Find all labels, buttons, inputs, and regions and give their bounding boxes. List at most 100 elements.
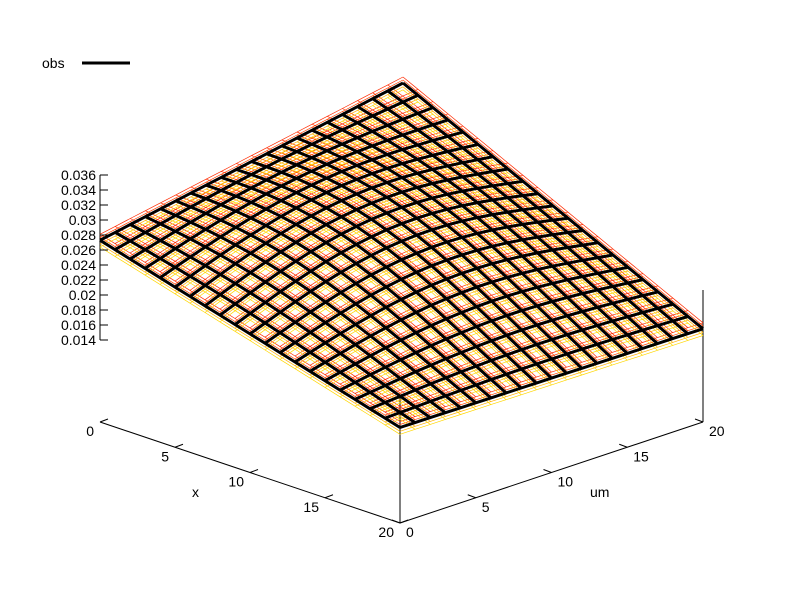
tick-labels: 0.0140.0160.0180.020.0220.0240.0260.0280… (61, 167, 725, 540)
um-axis-label: um (590, 484, 609, 500)
surface-series (99, 76, 704, 435)
x-tick-mark (324, 494, 334, 499)
mesh-line (130, 227, 431, 422)
mesh-line (372, 102, 673, 343)
mesh-line (175, 204, 477, 407)
mesh-line (387, 94, 689, 338)
z-tick-label: 0.03 (69, 212, 96, 228)
surface-series-#ffb000 (99, 86, 704, 432)
x-tick-label: 15 (303, 499, 319, 515)
mesh-line (160, 205, 461, 406)
mesh-line (190, 196, 492, 402)
mesh-line (327, 118, 628, 351)
mesh-line (311, 126, 613, 356)
mesh-line (251, 165, 552, 383)
mesh-line (266, 157, 567, 378)
mesh-line (357, 103, 658, 341)
z-tick-label: 0.036 (61, 167, 96, 183)
mesh-line (327, 125, 628, 358)
z-tick-label: 0.028 (61, 227, 96, 243)
x-tick-mark (99, 418, 109, 423)
legend: obs (42, 55, 130, 71)
mesh-line (281, 149, 583, 373)
surface-series-#ff2a00 (99, 76, 704, 422)
mesh-line (402, 79, 704, 327)
mesh-line (190, 191, 492, 400)
z-tick-label: 0.022 (61, 272, 96, 288)
mesh-line (236, 166, 537, 381)
mesh-line (115, 235, 416, 427)
mesh-line (371, 97, 674, 340)
z-tick-label: 0.034 (61, 182, 96, 198)
mesh-line (160, 212, 461, 412)
mesh-line (357, 110, 658, 348)
z-tick-label: 0.02 (69, 287, 96, 303)
mesh-line (342, 117, 643, 353)
x-tick-mark (249, 469, 259, 473)
mesh-line (296, 136, 599, 365)
z-tick-label: 0.014 (61, 332, 96, 348)
mesh-line (236, 172, 537, 388)
mesh-line (175, 197, 477, 401)
mesh-line (387, 87, 689, 331)
mesh-line (221, 180, 522, 393)
mesh-line (205, 181, 507, 391)
mesh-line (99, 238, 401, 429)
mesh-line (386, 89, 689, 335)
um-tick-label: 0 (406, 524, 414, 540)
x-axis-label: x (192, 484, 199, 500)
mesh-line (372, 95, 673, 336)
mesh-line (235, 168, 538, 385)
mesh-line (99, 246, 401, 435)
x-tick-label: 10 (228, 474, 244, 490)
z-tick-label: 0.032 (61, 197, 96, 213)
legend-label-obs: obs (42, 55, 65, 71)
mesh-line (311, 128, 614, 360)
x-tick-label: 0 (86, 423, 94, 439)
mesh-line (296, 141, 598, 368)
mesh-line (114, 231, 416, 424)
mesh-line (281, 144, 583, 370)
mesh-line (175, 199, 477, 404)
mesh-line (221, 173, 522, 386)
um-tick-label: 10 (558, 474, 574, 490)
um-tick-mark (694, 418, 704, 423)
mesh-line (205, 183, 508, 395)
x-tick-label: 20 (378, 524, 394, 540)
surface-series-obs (99, 81, 704, 429)
mesh-line (145, 220, 446, 417)
surface-series-#ff4000 (99, 79, 704, 425)
mesh-line (130, 221, 431, 415)
mesh-line (190, 189, 492, 396)
mesh-line (311, 133, 613, 363)
mesh-line (115, 229, 416, 420)
mesh-line (342, 111, 643, 346)
mesh-line (402, 76, 704, 324)
z-tick-label: 0.016 (61, 317, 96, 333)
mesh-line (205, 188, 507, 397)
um-tick-mark (391, 519, 401, 524)
um-tick-mark (543, 469, 552, 473)
x-tick-mark (174, 443, 184, 448)
um-tick-label: 15 (633, 448, 649, 464)
mesh-line (145, 213, 446, 410)
mesh-line (266, 152, 568, 375)
surface-series-#ffd700 (99, 89, 704, 435)
mesh-line (99, 243, 401, 432)
mesh-line (144, 215, 447, 414)
z-tick-label: 0.026 (61, 242, 96, 258)
mesh-line (129, 223, 432, 419)
mesh-line (220, 175, 523, 390)
um-tick-mark (467, 494, 476, 499)
mesh-line (356, 105, 659, 345)
um-tick-label: 5 (482, 499, 490, 515)
mesh-line (402, 86, 704, 333)
x-tick-mark (399, 519, 409, 524)
mesh-line (341, 113, 644, 350)
x-tick-label: 5 (161, 448, 169, 464)
mesh-line (402, 81, 704, 330)
mesh-line (354, 291, 659, 400)
um-tick-mark (619, 443, 628, 448)
mesh-line (354, 290, 659, 401)
